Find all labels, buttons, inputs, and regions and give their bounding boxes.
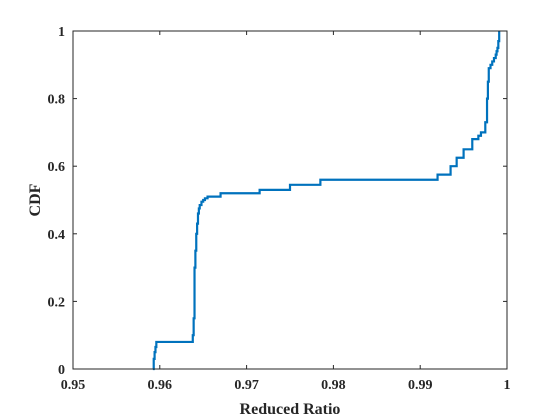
y-axis-ticks: 0 0.2 0.4 0.6 0.8 1 [48,25,507,378]
x-tick-label: 0.97 [234,378,259,393]
y-tick-label: 0.8 [48,93,66,108]
y-tick-label: 0.6 [48,160,66,175]
x-tick-label: 0.96 [148,378,173,393]
x-axis-label: Reduced Ratio [240,401,341,418]
y-tick-label: 0.2 [48,295,66,310]
plot-frame [72,30,508,370]
x-tick-label: 0.99 [408,378,433,393]
x-tick-label: 0.98 [321,378,346,393]
x-tick-label: 0.95 [61,378,86,393]
y-tick-label: 1 [58,25,65,40]
y-tick-label: 0.4 [48,228,66,243]
x-axis-ticks: 0.95 0.96 0.97 0.98 0.99 1 [61,31,511,393]
y-axis-label: CDF [27,183,44,216]
x-tick-label: 1 [504,378,511,393]
cdf-series-line [152,31,501,371]
y-tick-label: 0 [58,363,65,378]
plot-area [73,31,507,369]
